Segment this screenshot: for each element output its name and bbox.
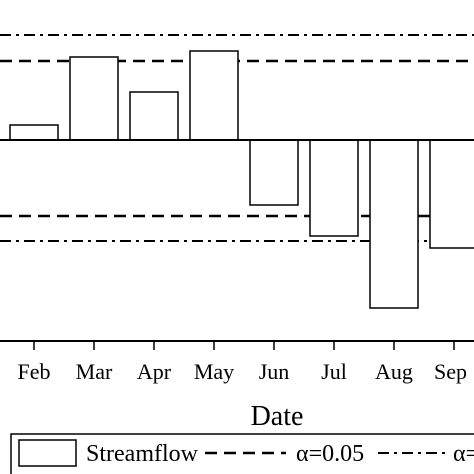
legend-label-alpha-005: α=0.05: [296, 441, 364, 467]
x-axis-title: Date: [251, 401, 304, 432]
x-tick-label-apr: Apr: [137, 359, 172, 384]
bar-jun: [249, 139, 299, 206]
x-tick-label-feb: Feb: [18, 359, 51, 384]
legend-label-streamflow: Streamflow: [86, 441, 199, 467]
x-tick-label-sep: Sep: [434, 359, 467, 384]
bar-mar: [69, 56, 119, 141]
bar-sep: [429, 139, 474, 249]
legend: Streamflow α=0.05 α=: [10, 433, 474, 474]
bar-apr: [129, 91, 179, 141]
x-tick-label-mar: Mar: [76, 359, 113, 384]
bar-jul: [309, 139, 359, 237]
legend-swatch-streamflow: [18, 439, 77, 467]
bar-feb: [9, 124, 59, 141]
x-tick-label-jun: Jun: [259, 359, 290, 384]
bar-aug: [369, 139, 419, 309]
x-tick-labels: Feb Mar Apr May Jun Jul Aug Sep: [18, 359, 468, 384]
legend-label-alpha-second: α=: [453, 441, 474, 467]
x-tick-label-aug: Aug: [375, 359, 413, 384]
bar-may: [189, 50, 239, 141]
x-tick-label-jul: Jul: [321, 359, 347, 384]
bars: [9, 50, 474, 309]
x-ticks: [33, 341, 455, 350]
x-tick-label-may: May: [194, 359, 234, 384]
